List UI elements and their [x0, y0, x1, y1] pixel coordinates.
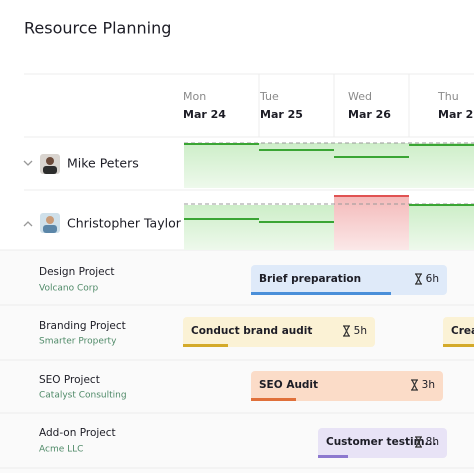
- task-bar[interactable]: Customer testim...8h: [318, 428, 447, 458]
- weekday: Thu: [437, 90, 459, 103]
- task-background: [183, 317, 375, 347]
- weekday: Tue: [259, 90, 279, 103]
- weekday: Mon: [183, 90, 206, 103]
- task-bar[interactable]: Conduct brand audit 5h: [183, 317, 375, 347]
- hourglass-icon: [343, 325, 350, 337]
- client-name: Acme LLC: [39, 445, 83, 455]
- task-progress: [183, 344, 228, 347]
- hourglass-icon: [415, 273, 422, 285]
- avatar: [40, 213, 60, 233]
- task-background: [251, 265, 447, 295]
- date: Mar 25: [260, 108, 303, 121]
- hourglass-icon: [411, 379, 418, 391]
- task-label: Brief preparation: [259, 273, 361, 285]
- hourglass-icon: [415, 436, 422, 448]
- weekday: Wed: [348, 90, 372, 103]
- task-hours: 6h: [426, 273, 439, 285]
- project-name: Design Project: [39, 266, 115, 278]
- task-background: [251, 371, 443, 401]
- task-hours: 8h: [426, 436, 439, 448]
- person-name[interactable]: Mike Peters: [67, 156, 139, 171]
- task-background: [443, 317, 474, 347]
- project-name: Add-on Project: [39, 427, 116, 439]
- task-progress: [251, 292, 391, 295]
- capacity-chart: [184, 195, 474, 250]
- client-name: Catalyst Consulting: [39, 391, 127, 401]
- task-bar[interactable]: Crea: [443, 317, 474, 347]
- date: Mar 27: [438, 108, 474, 121]
- client-name: Smarter Property: [39, 337, 117, 347]
- project-name: Branding Project: [39, 320, 126, 332]
- task-label: SEO Audit: [259, 379, 318, 391]
- task-bar[interactable]: Brief preparation 6h: [251, 265, 447, 295]
- capacity-chart: [184, 142, 474, 188]
- date: Mar 24: [183, 108, 226, 121]
- task-background: [318, 428, 447, 458]
- person-name[interactable]: Christopher Taylor: [67, 216, 182, 231]
- page-title: Resource Planning: [24, 19, 171, 38]
- task-bar[interactable]: SEO Audit 3h: [251, 371, 443, 401]
- task-label: Customer testim...: [326, 436, 436, 448]
- task-progress: [251, 398, 296, 401]
- date: Mar 26: [348, 108, 391, 121]
- task-label: Crea: [451, 325, 474, 337]
- task-progress: [318, 455, 348, 458]
- task-hours: 3h: [422, 379, 435, 391]
- client-name: Volcano Corp: [39, 284, 98, 294]
- avatar: [40, 154, 60, 174]
- task-progress: [443, 344, 474, 347]
- expand-toggle[interactable]: [23, 160, 33, 166]
- project-name: SEO Project: [39, 374, 100, 386]
- collapse-toggle[interactable]: [23, 221, 33, 227]
- task-label: Conduct brand audit: [191, 325, 312, 337]
- task-hours: 5h: [354, 325, 367, 337]
